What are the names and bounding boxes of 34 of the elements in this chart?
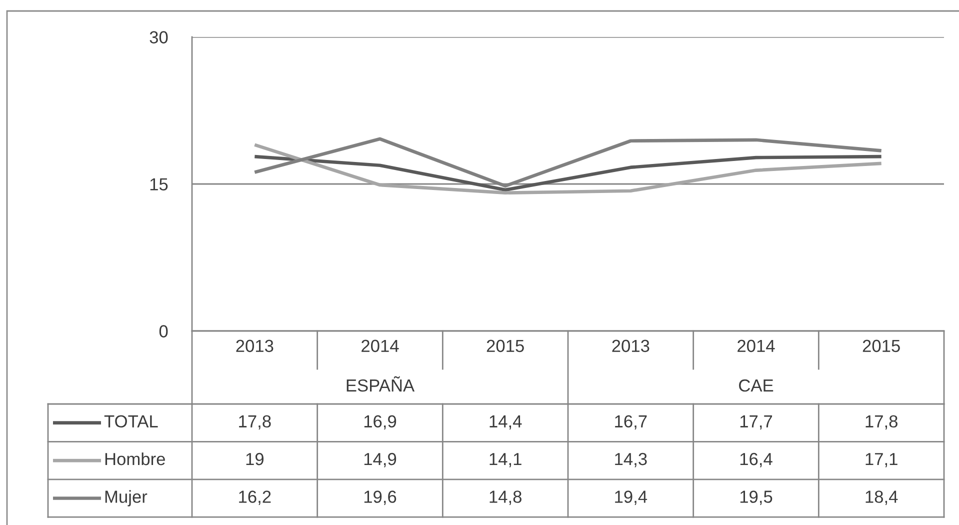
data-label: 16,9 [364,415,396,430]
y-tick-label: 30 [150,31,168,44]
legend-label: Hombre [105,452,165,466]
line-series [252,154,884,192]
data-label: 16,4 [740,452,772,468]
legend-label: Mujer [105,490,148,506]
x-tick-label: 2013 [612,340,650,352]
data-label: 14,9 [364,452,396,468]
data-label: 14,1 [490,453,522,468]
x-tick-label: 2014 [738,340,775,352]
data-label: 14,8 [490,490,522,505]
data-label: 17,7 [740,415,772,430]
data-label: 18,4 [866,490,898,505]
text: CAE [739,379,774,392]
data-label: 17,8 [866,415,898,430]
line-series [252,143,884,194]
data-label: 16,7 [615,415,647,430]
data-label: 19,5 [740,490,772,505]
x-tick-label: 2015 [862,340,900,352]
data-label: 17,8 [239,415,271,430]
data-label: 16,2 [239,490,271,505]
text: ESPAÑA [346,376,415,392]
y-tick-label: 15 [150,178,168,190]
data-label: 19 [246,452,264,466]
x-tick-label: 2015 [486,340,524,352]
data-label: 14,3 [615,452,647,468]
y-tick-label: 0 [159,325,168,338]
data-label: 19,6 [364,490,396,505]
x-tick-label: 2014 [362,340,399,352]
data-label: 17,1 [866,453,898,468]
legend-label: TOTAL [104,415,158,428]
data-label: 14,4 [490,415,522,430]
data-label: 19,4 [615,490,648,505]
x-tick-label: 2013 [236,340,274,352]
